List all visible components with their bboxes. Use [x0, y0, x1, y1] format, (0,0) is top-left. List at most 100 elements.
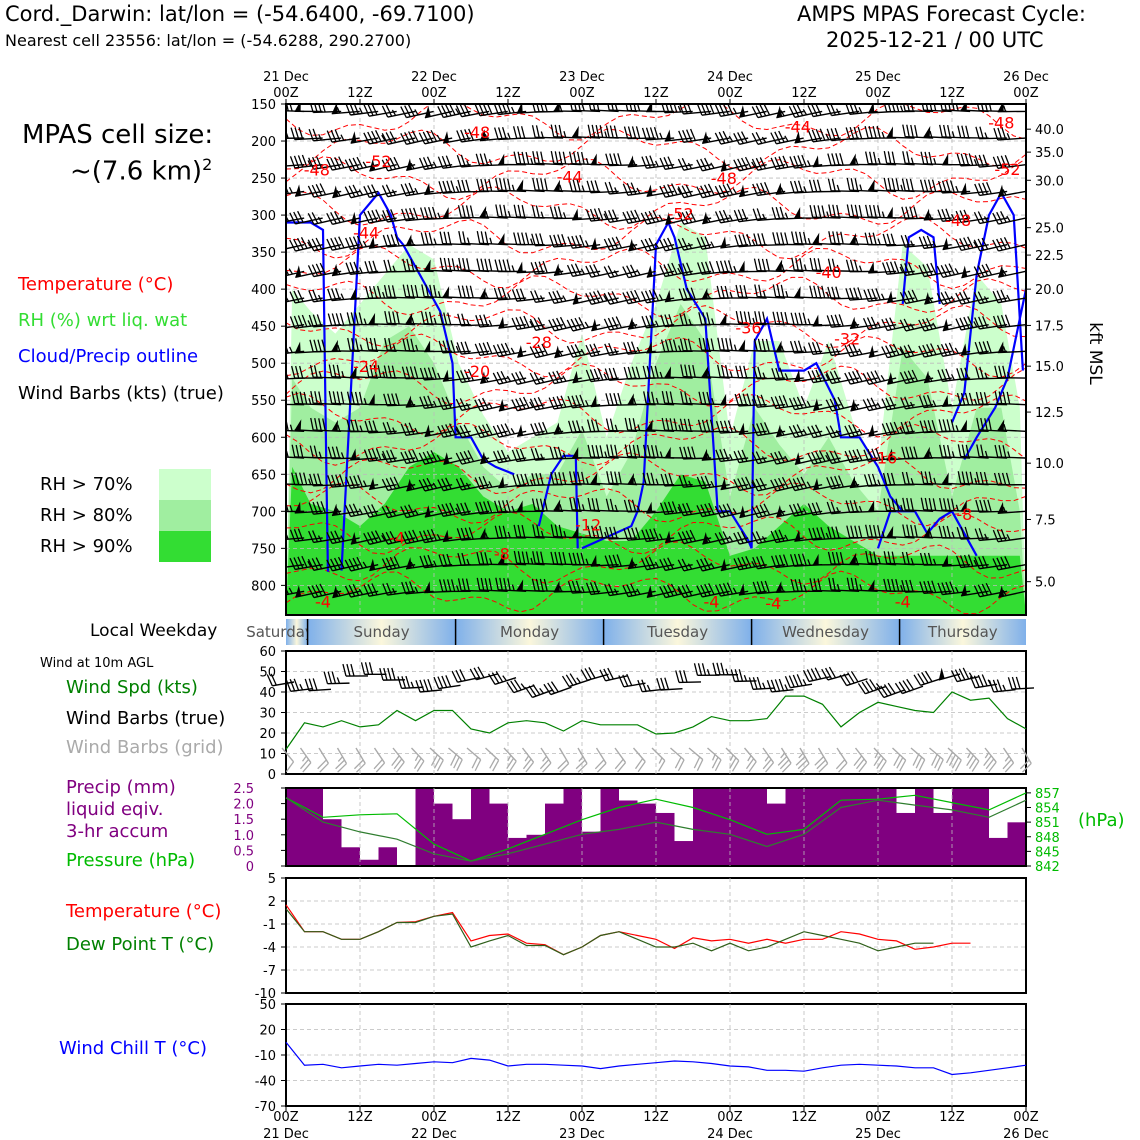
wind-barb-staff — [923, 482, 952, 486]
wind-barb-feather — [413, 757, 422, 769]
wind-barb-feather — [849, 259, 855, 272]
wind-barb-feather — [535, 104, 540, 113]
wind-barb-feather — [433, 676, 440, 689]
wind-barb-feather — [603, 238, 611, 251]
wind-barb-feather — [414, 285, 419, 298]
wind-barb-feather — [289, 679, 296, 692]
wind-barb-feather — [542, 762, 552, 773]
wind-barb-feather — [384, 311, 388, 324]
legend-temperature: Temperature (°C) — [18, 274, 174, 295]
wind-barb — [992, 314, 1026, 329]
wind-barb-half — [510, 428, 515, 435]
wind-barb-feather — [627, 527, 633, 541]
wind-barb — [975, 391, 1008, 406]
wind-barb-feather — [382, 210, 389, 223]
wind-barb-half — [455, 186, 460, 193]
wind-barb-feather — [314, 418, 318, 431]
wind-barb-staff — [350, 457, 379, 461]
wind-barb-pennant — [868, 424, 875, 437]
wind-barb-feather — [863, 474, 869, 487]
wind-barb-pennant — [572, 125, 579, 137]
wind-barb-half — [733, 425, 737, 433]
wind-barb-feather — [397, 676, 403, 689]
wind-barb-pennant — [961, 265, 968, 278]
wind-barb-staff — [831, 297, 860, 300]
wind-barb-feather — [702, 391, 707, 405]
wind-barb-feather — [645, 155, 651, 168]
wind-barb-staff — [609, 537, 638, 540]
wind-barb-pennant — [294, 104, 301, 112]
wind-barb-feather — [529, 346, 537, 358]
wind-barb-pennant — [701, 287, 708, 300]
wind-barb-feather — [585, 369, 592, 382]
wind-barb-half — [877, 157, 881, 165]
wind-barb — [363, 184, 397, 199]
wind-barb-pennant — [572, 208, 579, 220]
wind-barb — [825, 450, 860, 465]
wind-barb-feather — [556, 370, 563, 383]
wind-barb-feather — [531, 125, 536, 138]
wind-barb-staff — [591, 270, 619, 278]
wind-barb-grid — [762, 747, 775, 773]
wind-barb-feather — [532, 177, 536, 191]
wind-barb-feather — [353, 759, 364, 770]
wind-barb-half — [929, 130, 933, 138]
wind-barb-feather — [393, 758, 403, 770]
wind-barb-feather — [999, 237, 1007, 250]
wind-barb — [307, 237, 342, 252]
wind-barb-feather — [550, 124, 555, 137]
wind-barb-staff — [739, 137, 767, 146]
wind-barb-feather — [667, 263, 674, 276]
wind-barb-feather — [817, 258, 822, 271]
wind-barb-feather — [445, 104, 452, 116]
time-tick-label-bottom: 00Z — [865, 1110, 891, 1125]
wind-barb-staff — [406, 537, 434, 545]
wind-barb-feather — [797, 759, 808, 770]
wind-barb-half — [580, 348, 586, 356]
wind-barb-feather — [931, 419, 937, 433]
wind-barb-feather — [327, 446, 333, 459]
wind-barb-half — [688, 318, 692, 326]
wind-barb-feather — [607, 317, 615, 330]
wind-barb — [332, 185, 360, 199]
wind-barb-pennant — [590, 472, 598, 484]
wind-barb-half — [751, 399, 756, 406]
wind-barb-feather — [887, 178, 892, 191]
wind-barb-feather — [550, 151, 555, 164]
wind-barb-feather — [614, 471, 618, 484]
wind-barb-feather — [622, 183, 629, 196]
wind-barb — [923, 370, 952, 384]
height-tick-label: 12.5 — [1035, 406, 1064, 421]
wind-barb-pennant — [868, 345, 875, 358]
wind-barb-feather — [426, 450, 434, 463]
wind-barb-feather — [450, 754, 457, 766]
wind-barb-feather — [364, 285, 370, 299]
wind-barb-feather — [1019, 759, 1030, 770]
wind-tick-label: 60 — [259, 645, 276, 660]
time-tick-label-bottom: 00Z — [717, 1110, 743, 1125]
wind-barb-feather — [764, 182, 770, 194]
wind-barb-feather — [605, 526, 610, 540]
wind-barb-feather — [827, 286, 832, 299]
wind-barb-feather — [437, 479, 444, 491]
wind-barb-feather — [930, 262, 937, 275]
wind-barb-feather — [987, 499, 992, 512]
wind-barb — [530, 290, 564, 304]
wind-barb-feather — [811, 341, 818, 355]
wind-barb-feather — [682, 288, 688, 301]
wind-barb-feather — [382, 234, 388, 248]
wind-barb-feather — [683, 446, 688, 459]
wind-barb — [437, 104, 471, 119]
time-tick-label-top: 00Z — [865, 86, 891, 101]
wind-barb-feather — [474, 343, 481, 356]
wind-barb-feather — [363, 104, 370, 117]
wind-barb-feather — [460, 527, 466, 541]
wind-barb-grid — [777, 747, 792, 773]
wind-barb-feather — [838, 314, 844, 327]
wind-barb-feather — [475, 502, 481, 515]
wind-barb-feather — [407, 131, 415, 143]
wind-barb-feather — [294, 127, 300, 140]
wind-barb-feather — [389, 449, 397, 462]
wind-barb-staff — [609, 217, 638, 223]
wind-barb-feather — [309, 473, 314, 486]
